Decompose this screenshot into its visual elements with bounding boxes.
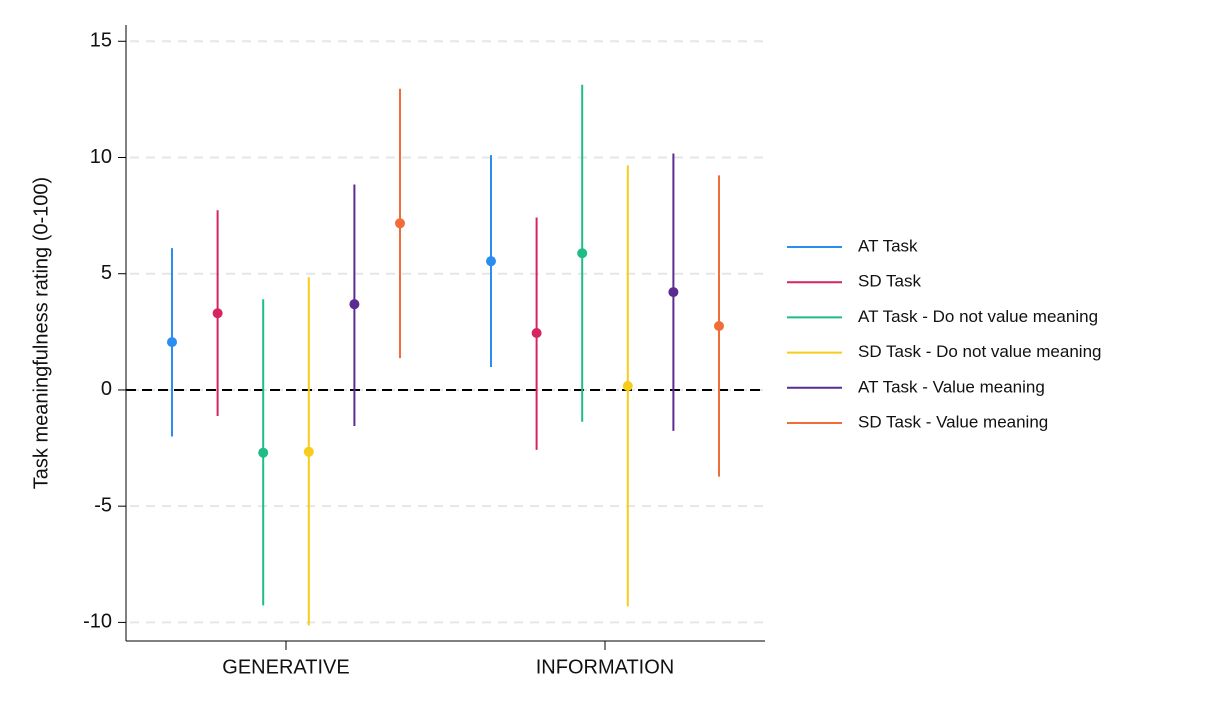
y-tick-label: 0 (101, 378, 112, 400)
legend-label: SD Task - Do not value meaning (858, 342, 1101, 361)
point (349, 299, 360, 310)
point (622, 380, 633, 391)
y-tick-label: -5 (94, 494, 112, 516)
point (395, 218, 405, 229)
legend-label: AT Task - Do not value meaning (858, 307, 1098, 326)
point (303, 446, 314, 457)
y-axis-label: Task meaningfulness rating (0-100) (30, 177, 52, 489)
point (167, 337, 177, 348)
legend-label: SD Task - Value meaning (858, 412, 1048, 431)
y-tick-label: 5 (101, 262, 112, 284)
legend-label: AT Task - Value meaning (858, 377, 1045, 396)
x-tick-label: GENERATIVE (222, 656, 349, 678)
point (258, 447, 269, 458)
point (714, 321, 724, 332)
point (486, 256, 496, 267)
point (212, 308, 223, 319)
y-tick-label: 15 (90, 30, 112, 52)
y-tick-label: -10 (83, 611, 112, 633)
legend-label: AT Task (858, 236, 918, 255)
y-tick-label: 10 (90, 146, 112, 168)
point (531, 328, 542, 338)
legend-label: SD Task (858, 272, 921, 291)
point (668, 287, 679, 298)
point (577, 248, 588, 259)
x-tick-label: INFORMATION (536, 656, 675, 678)
